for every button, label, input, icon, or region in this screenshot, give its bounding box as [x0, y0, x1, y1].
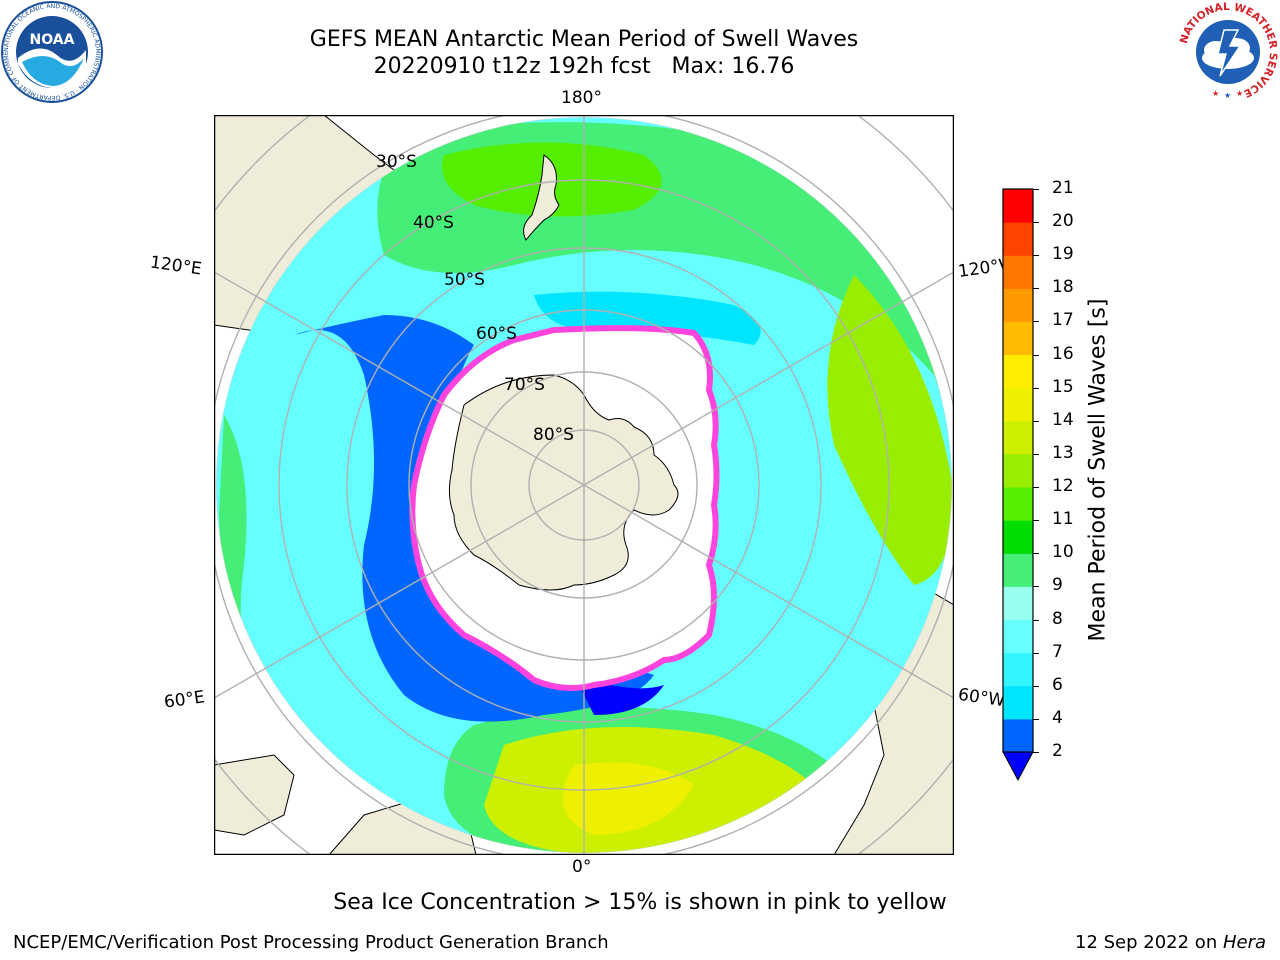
- footer-date-text: 12 Sep 2022 on: [1075, 932, 1223, 953]
- colorbar-tick-mark: [1033, 586, 1039, 588]
- antarctica: [448, 374, 679, 591]
- colorbar-tick-mark: [1033, 453, 1039, 455]
- lat-label-50s: 50°S: [444, 270, 485, 290]
- new-zealand: [523, 154, 560, 241]
- colorbar-tick-label: 18: [1052, 277, 1074, 298]
- colorbar-frame: [1002, 188, 1034, 753]
- colorbar-bin: [1003, 321, 1033, 356]
- colorbar-bin: [1003, 487, 1033, 521]
- colorbar-bin: [1003, 718, 1033, 753]
- colorbar-tick-mark: [1033, 189, 1039, 190]
- colorbar-tick-mark: [1033, 553, 1039, 555]
- chart-subtitle: 20220910 t12z 192h fcst Max: 16.76: [373, 54, 795, 79]
- footer-date: 12 Sep 2022 on Hera: [1075, 932, 1266, 953]
- colorbar-bin: [1003, 652, 1033, 687]
- colorbar-tick-label: 6: [1052, 674, 1063, 695]
- lon-label-60w: 60°W: [956, 684, 1007, 712]
- colorbar-tick-label: 10: [1052, 542, 1074, 563]
- lat-label-40s: 40°S: [413, 213, 454, 233]
- colorbar-tick-mark: [1033, 321, 1039, 323]
- lat-label-70s: 70°S: [504, 375, 545, 395]
- lat-label-30s: 30°S: [376, 152, 417, 172]
- svg-text:★: ★: [1224, 91, 1231, 100]
- colorbar-tick-label: 8: [1052, 608, 1063, 629]
- colorbar-tick-label: 14: [1052, 409, 1074, 430]
- lon-label-60e: 60°E: [162, 687, 207, 713]
- colorbar-tick-label: 11: [1052, 509, 1074, 530]
- colorbar-tick-label: 7: [1052, 641, 1063, 662]
- colorbar: [1002, 188, 1034, 782]
- colorbar-bin: [1003, 222, 1033, 256]
- colorbar-tick-mark: [1033, 718, 1039, 720]
- colorbar-bin: [1003, 189, 1033, 223]
- colorbar-tick-mark: [1033, 752, 1039, 753]
- colorbar-bin: [1003, 685, 1033, 720]
- lat-label-60s: 60°S: [476, 324, 517, 344]
- colorbar-bin: [1003, 255, 1033, 289]
- colorbar-bin: [1003, 619, 1033, 654]
- sea-ice-note: Sea Ice Concentration > 15% is shown in …: [333, 890, 947, 915]
- colorbar-tick-mark: [1033, 685, 1039, 687]
- colorbar-tick-label: 4: [1052, 707, 1063, 728]
- colorbar-tick-mark: [1033, 222, 1039, 224]
- colorbar-bin: [1003, 520, 1033, 554]
- polar-map[interactable]: [214, 115, 954, 855]
- colorbar-tick-label: 12: [1052, 476, 1074, 497]
- svg-text:NOAA: NOAA: [30, 32, 75, 48]
- svg-text:★: ★: [1212, 89, 1219, 98]
- colorbar-tick-label: 17: [1052, 310, 1074, 331]
- colorbar-tick-label: 16: [1052, 343, 1074, 364]
- colorbar-bin: [1003, 453, 1033, 488]
- chart-title: GEFS MEAN Antarctic Mean Period of Swell…: [309, 27, 859, 52]
- nws-logo: NATIONAL WEATHER SERVICE ★ ★ ★: [1178, 1, 1279, 101]
- colorbar-bin: [1003, 553, 1033, 587]
- colorbar-bin: [1003, 420, 1033, 455]
- colorbar-tick-label: 9: [1052, 575, 1063, 596]
- noaa-logo: NATIONAL OCEANIC AND ATMOSPHERIC ADMINIS…: [0, 0, 103, 103]
- colorbar-tick-label: 19: [1052, 244, 1074, 265]
- colorbar-tick-mark: [1033, 288, 1039, 290]
- colorbar-bin: [1003, 288, 1033, 322]
- colorbar-bin: [1003, 387, 1033, 422]
- lat-label-80s: 80°S: [533, 425, 574, 445]
- lon-label-180: 180°: [561, 88, 602, 108]
- colorbar-tick-mark: [1033, 354, 1039, 356]
- svg-text:★: ★: [1236, 89, 1243, 98]
- footer-credit: NCEP/EMC/Verification Post Processing Pr…: [13, 932, 609, 953]
- colorbar-tick-label: 20: [1052, 211, 1074, 232]
- colorbar-tick-mark: [1033, 387, 1039, 389]
- colorbar-tick-label: 13: [1052, 442, 1074, 463]
- colorbar-tick-label: 21: [1052, 178, 1074, 198]
- colorbar-tick-label: 15: [1052, 376, 1074, 397]
- colorbar-tick-mark: [1033, 520, 1039, 522]
- colorbar-title: Mean Period of Swell Waves [s]: [1085, 298, 1111, 642]
- colorbar-tick-mark: [1033, 487, 1039, 489]
- colorbar-bin: [1003, 586, 1033, 621]
- colorbar-tick-mark: [1033, 652, 1039, 654]
- colorbar-tick-mark: [1033, 619, 1039, 621]
- colorbar-extend-arrow: [1002, 751, 1034, 782]
- colorbar-bin: [1003, 354, 1033, 389]
- lon-label-120e: 120°E: [148, 252, 203, 280]
- colorbar-tick-mark: [1033, 420, 1039, 422]
- colorbar-tick-label: 2: [1052, 741, 1063, 761]
- graticule: [214, 115, 954, 855]
- footer-system: Hera: [1222, 932, 1266, 953]
- colorbar-tick-mark: [1033, 255, 1039, 257]
- lon-label-0: 0°: [572, 857, 592, 877]
- map-frame: [214, 115, 954, 855]
